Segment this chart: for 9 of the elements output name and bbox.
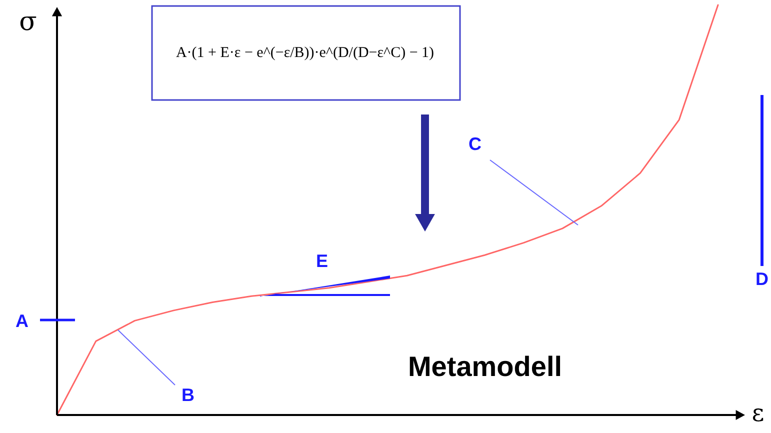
text: A bbox=[16, 311, 28, 331]
text: D bbox=[756, 269, 768, 289]
annotation: A·(1 + E·ε − e^(−ε/B))·e^(D/(D−ε^C) − 1) bbox=[176, 45, 434, 61]
annotation: B bbox=[182, 385, 194, 405]
y-axis-title: σ bbox=[19, 7, 37, 37]
annotation: C bbox=[468, 134, 482, 154]
annotation: E bbox=[316, 251, 328, 271]
annotation: Metamodell bbox=[408, 351, 562, 382]
x-axis-title: ε bbox=[752, 399, 764, 427]
